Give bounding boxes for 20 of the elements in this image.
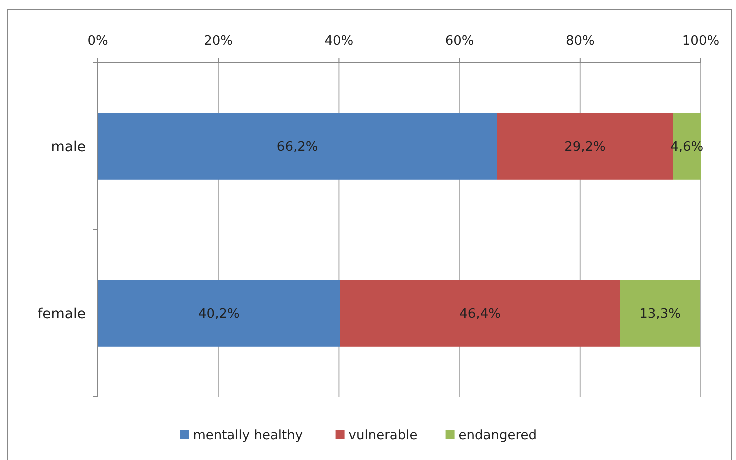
data-label: 29,2% bbox=[564, 140, 606, 156]
y-tick-label: female bbox=[38, 306, 86, 322]
data-label: 46,4% bbox=[460, 307, 501, 322]
data-label: 13,3% bbox=[640, 307, 681, 322]
legend-label: vulnerable bbox=[348, 428, 418, 444]
legend-label: endangered bbox=[458, 428, 538, 444]
bar bbox=[620, 280, 700, 347]
x-tick-label: 80% bbox=[566, 34, 595, 49]
x-tick-label: 20% bbox=[204, 34, 234, 49]
legend-label: mentally healthy bbox=[193, 428, 304, 444]
data-label: 66,2% bbox=[276, 140, 318, 156]
bar bbox=[340, 280, 620, 347]
y-tick-label: male bbox=[51, 139, 86, 156]
bar bbox=[98, 280, 340, 347]
x-tick-label: 60% bbox=[445, 34, 474, 49]
x-tick-label: 40% bbox=[324, 34, 354, 49]
bar bbox=[98, 113, 498, 180]
x-tick-label: 100% bbox=[682, 34, 720, 49]
data-label: 40,2% bbox=[198, 307, 240, 322]
x-tick-label: 0% bbox=[88, 34, 108, 49]
